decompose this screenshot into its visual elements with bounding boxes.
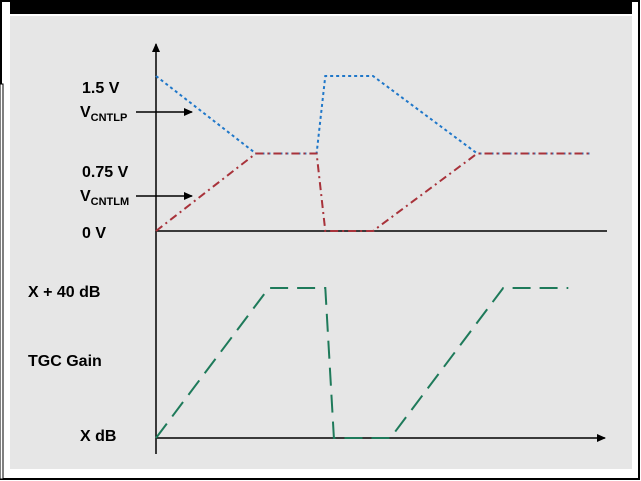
lower-series-group (155, 287, 569, 439)
left-edge-strip (0, 83, 4, 480)
figure-top-bar (10, 2, 632, 14)
upper-series-group (155, 75, 590, 232)
annotation-vcntlm-main: V (80, 188, 91, 205)
ytick-x-plus-40db: X + 40 dB (28, 284, 100, 301)
series-gain-line (155, 287, 569, 439)
annotation-vcntlp-main: V (80, 104, 91, 121)
ytick-tgc-gain: TGC Gain (28, 353, 102, 370)
plot-background (10, 16, 632, 469)
annotation-vcntlm-label: VCNTLM (80, 188, 129, 208)
annotation-vcntlp-label: VCNTLP (80, 104, 127, 124)
ytick-0v: 0 V (82, 225, 106, 242)
ytick-1-5v: 1.5 V (82, 80, 120, 97)
series-cntlm-line (155, 152, 590, 232)
ytick-0-75v: 0.75 V (82, 164, 129, 181)
annotation-vcntlm-sub: CNTLM (91, 196, 130, 208)
annotation-vcntlp-sub: CNTLP (91, 112, 128, 124)
ytick-x-db: X dB (80, 428, 116, 445)
